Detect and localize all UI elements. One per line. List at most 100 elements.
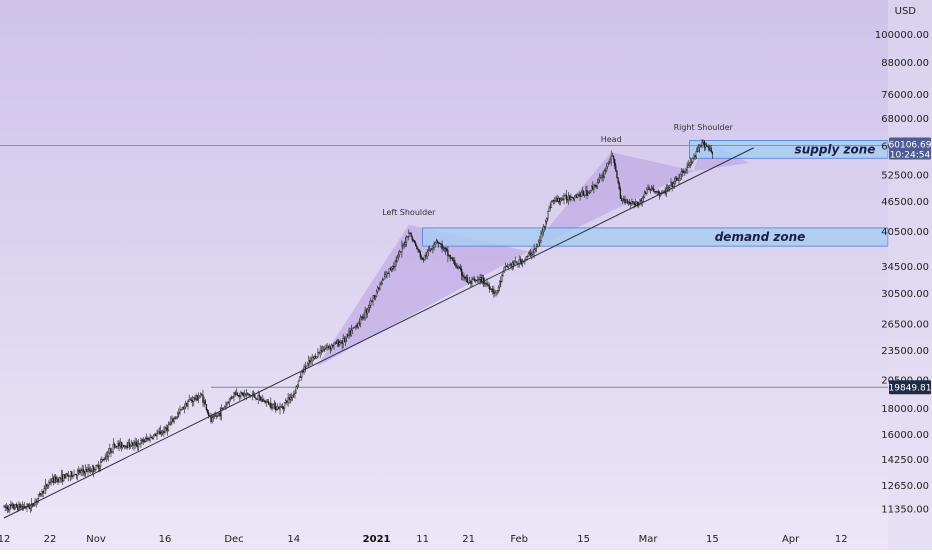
candle: [121, 442, 124, 450]
candle: [610, 150, 612, 166]
candle: [701, 139, 703, 149]
candle: [601, 172, 603, 182]
y-tick-label: 23500.00: [881, 346, 929, 357]
candle: [234, 390, 236, 397]
candle-body: [375, 291, 378, 297]
candle: [96, 464, 98, 467]
candle: [259, 395, 262, 402]
x-tick-label: 12: [835, 534, 848, 545]
candle: [596, 178, 599, 190]
candle-body: [543, 226, 546, 228]
candle: [289, 393, 291, 404]
candle-body: [487, 284, 489, 286]
pattern-labels: Left Shoulder Head Right Shoulder supply zo…: [382, 123, 875, 244]
candle-body: [561, 198, 563, 200]
candle: [624, 195, 626, 205]
candle-body: [527, 253, 530, 257]
trendline-layer[interactable]: [3, 147, 755, 519]
candle: [416, 244, 418, 250]
candle: [109, 443, 111, 455]
candle-body: [630, 202, 632, 205]
candle-body: [634, 203, 637, 206]
candle-body: [88, 467, 90, 471]
candle: [420, 254, 423, 261]
candle-body: [626, 199, 628, 203]
candle-body: [540, 233, 542, 241]
candle: [440, 242, 442, 249]
candle: [222, 407, 225, 410]
x-axis[interactable]: 12 22 Nov 16 Dec 14 2021 11 21 Feb 15 Mar 15 Apr 12: [0, 534, 848, 545]
candle-body: [50, 481, 52, 483]
candle-body: [152, 435, 155, 439]
candle: [641, 196, 643, 207]
candle-body: [121, 445, 124, 448]
candle: [592, 181, 594, 191]
candle: [527, 251, 530, 257]
candle: [63, 474, 65, 482]
y-tick-label: 16000.00: [881, 430, 929, 441]
candle: [41, 489, 43, 497]
candle: [435, 238, 438, 245]
right-shoulder-label: Right Shoulder: [674, 123, 734, 132]
candle: [499, 280, 501, 292]
candle-body: [688, 163, 691, 166]
candle-body: [426, 251, 428, 257]
candle: [290, 392, 293, 402]
candle-body: [185, 403, 187, 408]
candle: [71, 470, 73, 480]
candle-body: [99, 461, 102, 467]
candle-body: [339, 342, 341, 346]
candle-body: [262, 399, 264, 402]
candle: [706, 142, 708, 147]
candle: [308, 355, 310, 367]
candle: [311, 353, 313, 365]
candle: [485, 281, 487, 287]
candle: [370, 297, 372, 309]
candle-body: [332, 344, 334, 347]
candle-body: [657, 191, 660, 193]
candle: [3, 505, 5, 508]
candle: [626, 199, 628, 205]
candle-body: [618, 182, 620, 189]
candle: [315, 353, 317, 359]
candle-body: [442, 247, 444, 250]
candle: [371, 300, 373, 303]
candle: [90, 468, 93, 473]
candle-body: [199, 394, 202, 397]
candle: [572, 197, 574, 201]
candle: [226, 401, 228, 407]
candle-body: [459, 267, 462, 270]
y-axis[interactable]: 11350.00 12650.00 14250.00 16000.00 18000.00…: [875, 6, 929, 516]
candle: [104, 453, 106, 460]
candle-body: [446, 248, 448, 251]
candle: [296, 384, 298, 390]
candle-body: [198, 396, 201, 399]
candle: [423, 256, 425, 263]
candle: [145, 433, 148, 442]
candle: [9, 504, 11, 514]
candle-body: [488, 285, 490, 289]
candle: [352, 327, 355, 329]
price-axis-panel[interactable]: [888, 0, 932, 550]
candle: [623, 195, 625, 203]
candle: [599, 173, 601, 183]
candle-body: [156, 433, 158, 437]
candle-body: [444, 248, 447, 250]
candle-body: [356, 325, 358, 328]
candle-body: [592, 186, 594, 190]
candle: [548, 205, 550, 212]
candle: [277, 403, 279, 411]
candle: [657, 189, 660, 196]
candle-body: [628, 202, 631, 204]
candle: [120, 441, 122, 452]
candle: [52, 475, 55, 486]
candle-body: [415, 242, 417, 247]
candle-body: [245, 393, 248, 395]
candle: [122, 445, 125, 448]
candle: [140, 437, 142, 448]
candle-body: [106, 455, 109, 458]
candle-body: [546, 218, 548, 222]
candle: [40, 492, 42, 498]
